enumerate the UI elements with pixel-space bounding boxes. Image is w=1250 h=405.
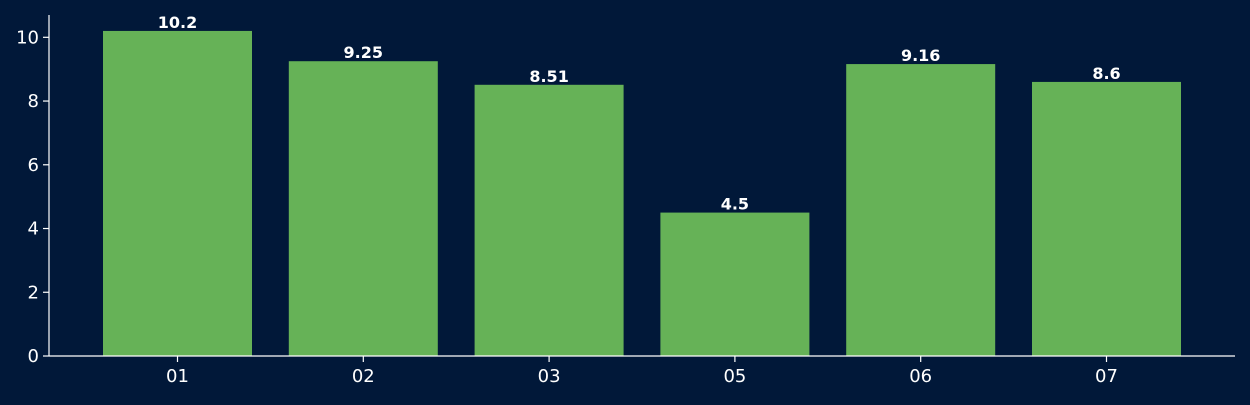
bar-03 <box>474 84 624 356</box>
y-tick-label-10: 10 <box>16 27 39 48</box>
data-label-01: 10.2 <box>158 13 197 32</box>
bars-group <box>103 30 1181 357</box>
bar-05 <box>660 212 810 356</box>
x-tick-label-03: 03 <box>538 366 561 387</box>
y-tick-label-8: 8 <box>28 91 39 112</box>
bar-02 <box>288 61 438 357</box>
y-tick-label-4: 4 <box>28 219 39 240</box>
bar-06 <box>846 64 996 357</box>
data-label-07: 8.6 <box>1092 64 1120 83</box>
x-tick-label-06: 06 <box>909 366 932 387</box>
x-tick-label-05: 05 <box>723 366 746 387</box>
x-axis: 01 02 03 05 06 07 <box>49 355 1235 387</box>
bar-01 <box>103 30 252 357</box>
data-label-05: 4.5 <box>721 195 749 214</box>
data-label-06: 9.16 <box>901 46 940 65</box>
y-tick-label-2: 2 <box>28 282 39 303</box>
x-tick-label-07: 07 <box>1095 366 1118 387</box>
data-labels-group: 10.2 9.25 8.51 4.5 9.16 8.6 <box>158 13 1121 214</box>
data-label-03: 8.51 <box>529 67 568 86</box>
x-tick-label-01: 01 <box>166 366 189 387</box>
x-tick-label-02: 02 <box>352 366 375 387</box>
data-label-02: 9.25 <box>344 43 383 62</box>
y-axis: 0 2 4 6 8 10 <box>16 15 50 367</box>
y-tick-label-6: 6 <box>28 155 39 176</box>
y-tick-label-0: 0 <box>28 346 39 367</box>
bar-07 <box>1032 81 1181 356</box>
